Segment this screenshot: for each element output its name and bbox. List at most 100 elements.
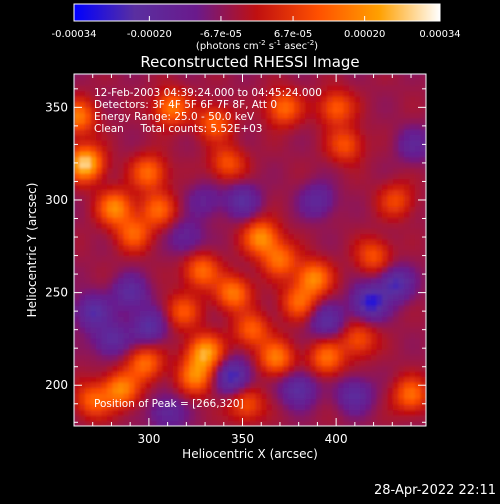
heatmap-cell: [393, 272, 400, 279]
heatmap-cell: [349, 151, 356, 158]
heatmap-cell: [332, 283, 339, 290]
heatmap-cell: [217, 222, 224, 229]
heatmap-cell: [112, 123, 119, 130]
heatmap-cell: [283, 343, 290, 350]
heatmap-cell: [310, 360, 317, 367]
heatmap-cell: [123, 134, 130, 141]
heatmap-cell: [74, 371, 81, 378]
heatmap-cell: [288, 200, 295, 207]
heatmap-cell: [349, 129, 356, 136]
heatmap-cell: [376, 398, 383, 405]
heatmap-cell: [173, 294, 180, 301]
heatmap-cell: [200, 156, 207, 163]
heatmap-cell: [288, 151, 295, 158]
heatmap-cell: [321, 277, 328, 284]
heatmap-cell: [305, 162, 312, 169]
heatmap-cell: [123, 90, 130, 97]
heatmap-cell: [404, 134, 411, 141]
y-tick-label: 200: [45, 378, 68, 392]
heatmap-cell: [415, 360, 422, 367]
heatmap-cell: [173, 409, 180, 416]
heatmap-cell: [382, 79, 389, 86]
heatmap-cell: [338, 343, 345, 350]
heatmap-cell: [321, 283, 328, 290]
heatmap-cell: [272, 217, 279, 224]
heatmap-cell: [112, 288, 119, 295]
heatmap-cell: [118, 74, 125, 81]
heatmap-cell: [173, 145, 180, 152]
heatmap-cell: [250, 112, 257, 119]
heatmap-cell: [349, 96, 356, 103]
heatmap-cell: [162, 266, 169, 273]
heatmap-cell: [90, 239, 97, 246]
heatmap-cell: [294, 321, 301, 328]
heatmap-cell: [365, 321, 372, 328]
heatmap-cell: [123, 118, 130, 125]
heatmap-cell: [178, 316, 185, 323]
heatmap-cell: [354, 96, 361, 103]
heatmap-cell: [233, 349, 240, 356]
heatmap-cell: [420, 387, 426, 394]
heatmap-cell: [409, 266, 416, 273]
heatmap-cell: [134, 123, 141, 130]
heatmap-cell: [316, 250, 323, 257]
heatmap-cell: [393, 195, 400, 202]
heatmap-cell: [156, 382, 163, 389]
heatmap-cell: [211, 107, 218, 114]
heatmap-cell: [151, 376, 158, 383]
heatmap-cell: [398, 283, 405, 290]
heatmap-cell: [338, 228, 345, 235]
heatmap-cell: [101, 420, 108, 426]
heatmap-cell: [74, 272, 81, 279]
heatmap-cell: [387, 305, 394, 312]
heatmap-cell: [244, 151, 251, 158]
heatmap-cell: [294, 365, 301, 372]
heatmap-cell: [294, 184, 301, 191]
heatmap-cell: [409, 398, 416, 405]
heatmap-cell: [233, 409, 240, 416]
heatmap-cell: [354, 211, 361, 218]
heatmap-cell: [321, 244, 328, 251]
heatmap-cell: [354, 107, 361, 114]
heatmap-cell: [387, 294, 394, 301]
heatmap-cell: [184, 288, 191, 295]
heatmap-cell: [167, 415, 174, 422]
heatmap-cell: [288, 316, 295, 323]
annotation-total-counts: Clean Total counts: 5.52E+03: [94, 123, 263, 135]
heatmap-cell: [173, 393, 180, 400]
heatmap-cell: [393, 387, 400, 394]
heatmap-cell: [404, 299, 411, 306]
heatmap-cell: [365, 266, 372, 273]
heatmap-cell: [167, 371, 174, 378]
heatmap-cell: [178, 96, 185, 103]
heatmap-cell: [228, 118, 235, 125]
heatmap-cell: [85, 420, 92, 426]
heatmap-cell: [184, 387, 191, 394]
heatmap-cell: [327, 349, 334, 356]
heatmap-cell: [420, 294, 426, 301]
heatmap-cell: [409, 211, 416, 218]
heatmap-cell: [145, 316, 152, 323]
heatmap-cell: [145, 266, 152, 273]
y-tick-label: 350: [45, 100, 68, 114]
heatmap-cell: [332, 387, 339, 394]
heatmap-cell: [189, 112, 196, 119]
heatmap-cell: [134, 266, 141, 273]
heatmap-cell: [398, 250, 405, 257]
heatmap-cell: [305, 404, 312, 411]
heatmap-cell: [338, 206, 345, 213]
heatmap-cell: [349, 79, 356, 86]
heatmap-cell: [310, 222, 317, 229]
heatmap-cell: [316, 167, 323, 174]
heatmap-cell: [129, 360, 136, 367]
heatmap-cell: [112, 217, 119, 224]
heatmap-cell: [189, 200, 196, 207]
heatmap-cell: [101, 288, 108, 295]
heatmap-cell: [354, 228, 361, 235]
heatmap-cell: [250, 151, 257, 158]
heatmap-cell: [371, 349, 378, 356]
heatmap-cell: [316, 387, 323, 394]
heatmap-cell: [327, 310, 334, 317]
heatmap-cell: [332, 178, 339, 185]
heatmap-cell: [178, 420, 185, 426]
